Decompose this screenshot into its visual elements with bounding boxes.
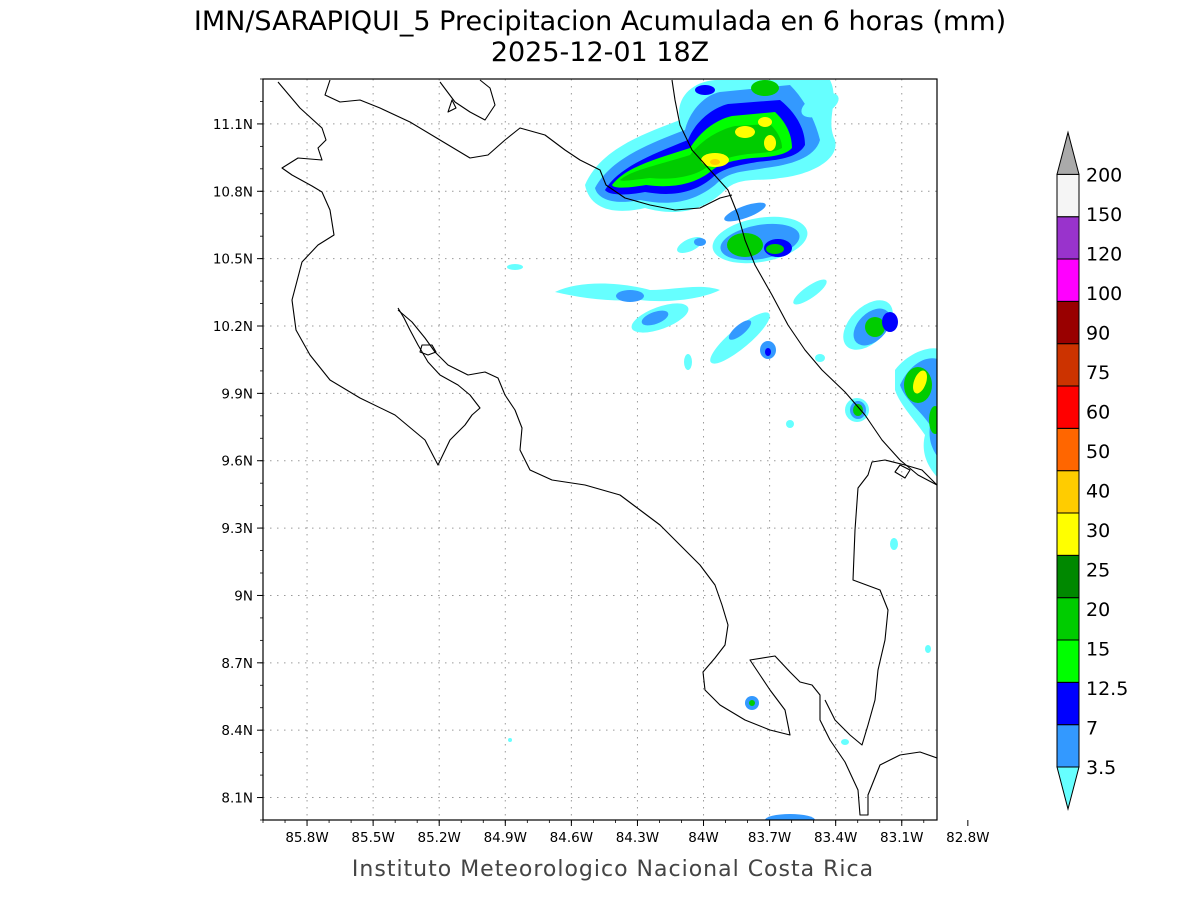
- caribbean-coast: [671, 79, 937, 486]
- longitude-axis: 85.8W 85.5W 85.2W 84.9W 84.6W 84.3W 84W 83.7W 83…: [262, 820, 990, 846]
- colorbar-box: [1056, 385, 1080, 429]
- colorbar-box: [1056, 258, 1080, 302]
- colorbar-box: [1056, 554, 1080, 599]
- lake-inner: [439, 79, 496, 121]
- colorbar-box: [1056, 639, 1080, 683]
- y-tick-label: 9.9N: [221, 386, 253, 402]
- y-tick-label: 10.2N: [213, 319, 253, 335]
- colorbar-box: [1056, 300, 1080, 345]
- colorbar-arrow-high: [1056, 130, 1080, 175]
- colorbar-box: [1056, 216, 1080, 260]
- colorbar-level-label: 60: [1086, 401, 1110, 423]
- colorbar-box: [1056, 724, 1080, 768]
- x-tick-label: 84.3W: [616, 830, 659, 846]
- x-tick-label: 84.9W: [484, 830, 527, 846]
- lake-shore-northeast: [324, 79, 733, 211]
- x-tick-label: 83.7W: [748, 830, 791, 846]
- y-tick-label: 11.1N: [213, 117, 253, 133]
- x-tick-label: 85.2W: [417, 830, 460, 846]
- map-title-line1: IMN/SARAPIQUI_5 Precipitacion Acumulada …: [194, 6, 1006, 37]
- colorbar-box: [1056, 512, 1080, 556]
- colorbar-level-label: 120: [1086, 243, 1122, 265]
- colorbar-arrow-low: [1056, 766, 1080, 811]
- colorbar-level-label: 100: [1086, 283, 1122, 305]
- y-tick-label: 8.4N: [221, 723, 253, 739]
- colorbar-level-label: 25: [1086, 559, 1110, 581]
- nicoya-gulf: [397, 309, 937, 816]
- colorbar-level-label: 200: [1086, 164, 1122, 186]
- y-tick-label: 8.7N: [221, 656, 253, 672]
- colorbar-box: [1056, 681, 1080, 726]
- colorbar-legend: 3.5 7 12.5 15 20 25 30 40 50 60 75 90 100 120 150 200: [1056, 130, 1128, 811]
- latitude-axis: 8.1N 8.4N 8.7N 9N 9.3N 9.6N 9.9N 10.2N 10.5N 10.8…: [213, 78, 263, 821]
- colorbar-box: [1056, 427, 1080, 472]
- precipitation-field: [507, 80, 937, 820]
- y-tick-label: 10.5N: [213, 252, 253, 268]
- panama-border: [824, 459, 937, 746]
- lake-nicoya-inner: [419, 344, 437, 356]
- y-tick-label: 8.1N: [221, 791, 253, 807]
- y-tick-label: 9.6N: [221, 454, 253, 470]
- y-tick-label: 9N: [234, 588, 253, 604]
- colorbar-box: [1056, 597, 1080, 641]
- x-tick-label: 82.8W: [946, 830, 989, 846]
- colorbar-level-label: 7: [1086, 717, 1098, 739]
- colorbar-level-label: 75: [1086, 362, 1110, 384]
- colorbar-level-label: 90: [1086, 322, 1110, 344]
- colorbar-level-label: 150: [1086, 204, 1122, 226]
- colorbar-box: [1056, 173, 1080, 218]
- islet: [447, 99, 457, 113]
- bocas-islands: [894, 464, 911, 479]
- x-tick-label: 83.1W: [880, 830, 923, 846]
- colorbar-level-label: 20: [1086, 599, 1110, 621]
- colorbar-level-label: 50: [1086, 441, 1110, 463]
- x-tick-label: 83.4W: [814, 830, 857, 846]
- precip-cell-central: [507, 202, 827, 370]
- colorbar-level-label: 3.5: [1086, 757, 1116, 779]
- x-tick-label: 85.8W: [285, 830, 328, 846]
- colorbar-box: [1056, 343, 1080, 387]
- y-tick-label: 10.8N: [213, 184, 253, 200]
- coastlines: [277, 79, 937, 816]
- y-tick-label: 9.3N: [221, 521, 253, 537]
- lat-lon-grid: [263, 79, 937, 820]
- colorbar-box: [1056, 470, 1080, 514]
- colorbar-level-label: 15: [1086, 638, 1110, 660]
- map-title-line2: 2025-12-01 18Z: [491, 37, 709, 68]
- colorbar-level-label: 40: [1086, 480, 1110, 502]
- map-area: [263, 79, 937, 820]
- credit-text: Instituto Meteorologico Nacional Costa R…: [352, 857, 874, 882]
- x-tick-label: 84W: [688, 830, 719, 846]
- nicaragua-coast: [277, 81, 481, 466]
- map-frame: [262, 78, 938, 821]
- colorbar-level-label: 30: [1086, 520, 1110, 542]
- x-tick-label: 84.6W: [550, 830, 593, 846]
- colorbar-level-label: 12.5: [1086, 678, 1128, 700]
- precip-cell-east: [508, 300, 937, 820]
- x-tick-label: 85.5W: [351, 830, 394, 846]
- precip-cell-north: [585, 80, 839, 213]
